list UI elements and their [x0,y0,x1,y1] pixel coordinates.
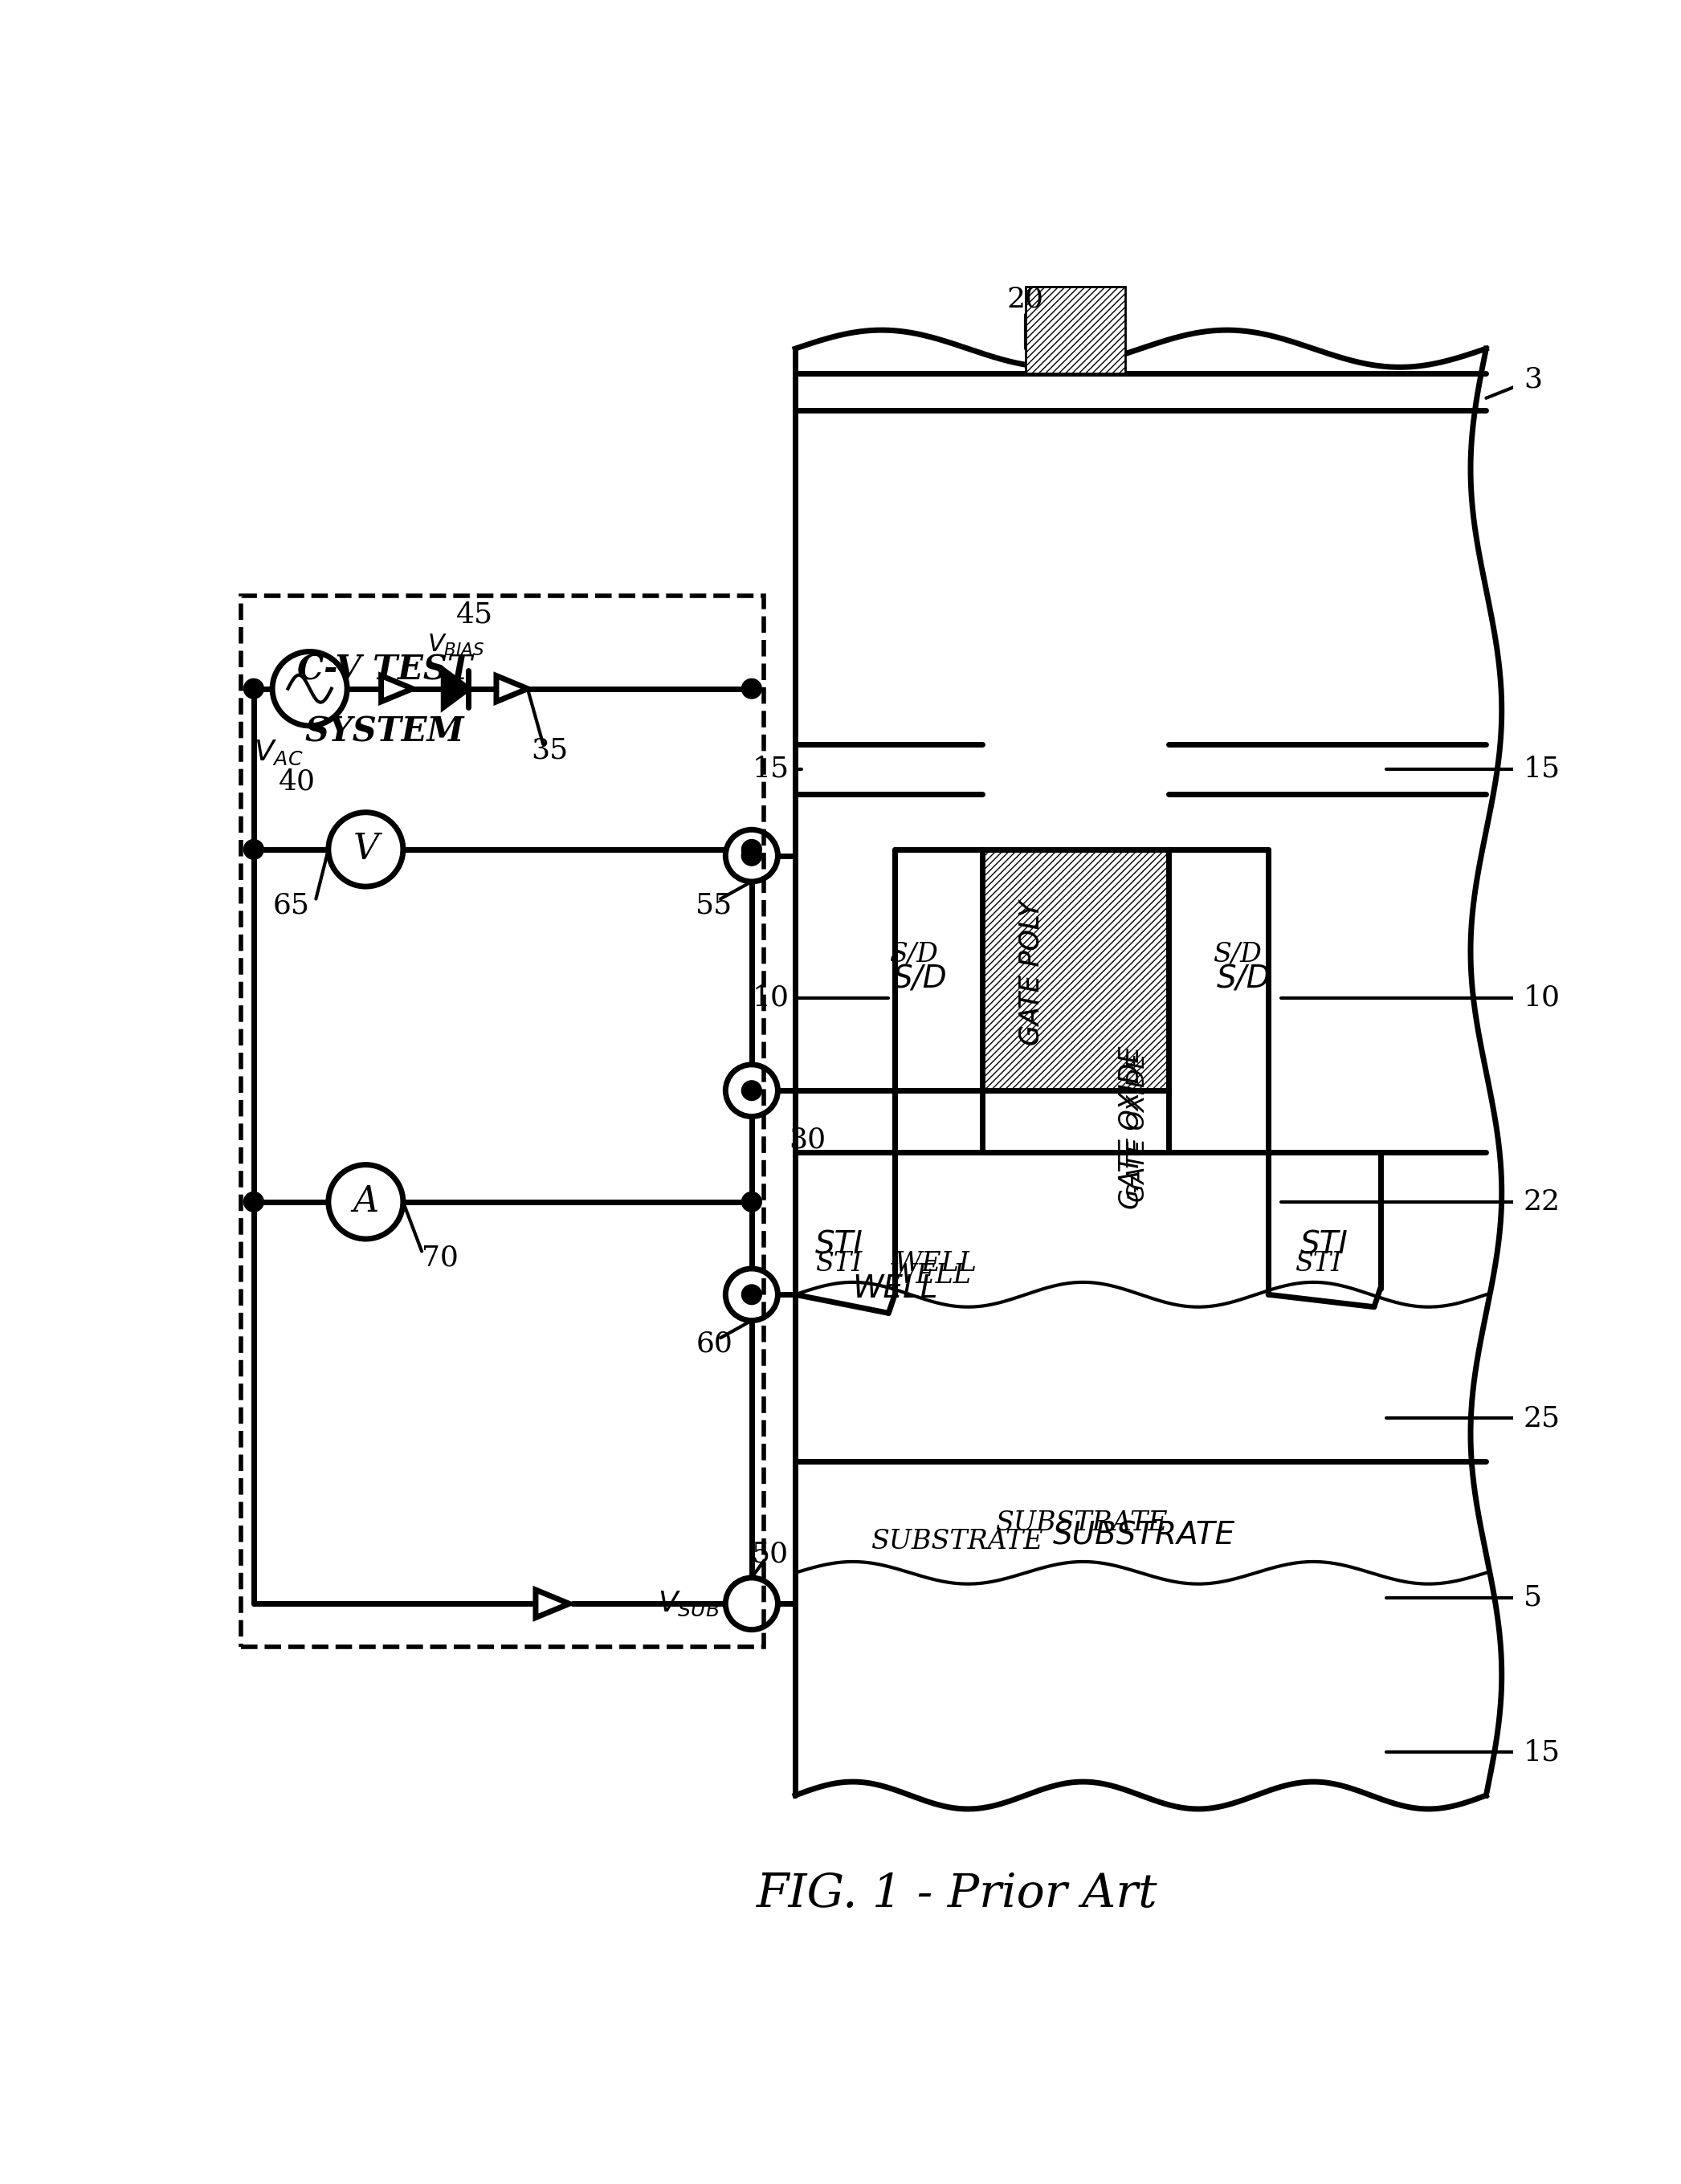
Circle shape [726,1269,778,1321]
Text: 20: 20 [1007,286,1044,312]
Circle shape [272,651,346,725]
Circle shape [741,679,761,699]
Text: A: A [353,1184,378,1219]
Text: WELL: WELL [852,1273,938,1304]
Text: GATE OXIDE: GATE OXIDE [1118,1046,1145,1210]
Text: $V_{BIAS}$: $V_{BIAS}$ [427,633,484,657]
Text: 35: 35 [531,736,568,764]
Text: 5: 5 [1523,1583,1541,1612]
Circle shape [741,1081,761,1101]
Circle shape [741,839,761,858]
Circle shape [328,812,403,887]
Text: 3: 3 [1523,367,1541,393]
Circle shape [328,1164,403,1238]
Bar [982,1090,1168,1153]
Circle shape [726,1577,778,1629]
Circle shape [741,845,761,865]
Text: C-V TEST: C-V TEST [298,653,472,688]
Text: S/D: S/D [889,941,938,968]
Text: $V_{SUB}$: $V_{SUB}$ [657,1590,719,1618]
Text: STI: STI [815,1230,862,1260]
Bar [982,850,1168,1090]
Circle shape [741,1192,761,1212]
Polygon shape [536,1590,570,1618]
Text: WELL: WELL [889,1262,972,1289]
Text: STI: STI [1301,1230,1348,1260]
Polygon shape [444,670,469,708]
Text: 50: 50 [751,1540,788,1568]
Text: 65: 65 [272,891,309,919]
Circle shape [244,839,264,858]
Text: V: V [353,832,378,867]
Circle shape [244,1192,264,1212]
Text: 45: 45 [456,601,493,629]
Text: GATE OXIDE: GATE OXIDE [1126,1053,1150,1201]
Text: 22: 22 [1523,1188,1560,1216]
Text: 15: 15 [1523,756,1560,782]
Text: S/D: S/D [893,963,946,994]
Circle shape [726,830,778,882]
Text: S/D: S/D [1217,963,1271,994]
Circle shape [726,1064,778,1116]
Text: STI: STI [1294,1251,1341,1275]
Polygon shape [382,675,412,701]
Text: 30: 30 [788,1127,825,1153]
Text: 15: 15 [751,756,788,782]
Text: STI: STI [815,1251,862,1275]
Text: 40: 40 [279,769,316,795]
Text: SUBSTRATE: SUBSTRATE [871,1529,1044,1555]
Text: WELL: WELL [894,1251,977,1275]
Text: 25: 25 [1523,1404,1560,1433]
Text: 10: 10 [1523,985,1560,1011]
Text: 10: 10 [751,985,788,1011]
Circle shape [741,1284,761,1304]
Bar [1025,286,1125,373]
Polygon shape [496,675,528,701]
Text: 15: 15 [1523,1738,1560,1765]
Text: 55: 55 [696,891,733,919]
Text: GATE POLY: GATE POLY [1019,900,1046,1046]
Text: SUBSTRATE: SUBSTRATE [995,1511,1168,1535]
Text: $V_{AC}$: $V_{AC}$ [254,738,303,767]
Text: GATE POLY: GATE POLY [1019,900,1046,1046]
Text: SYSTEM: SYSTEM [304,714,464,749]
Text: SUBSTRATE: SUBSTRATE [1052,1520,1236,1551]
Text: S/D: S/D [1212,941,1262,968]
Text: 70: 70 [422,1245,459,1271]
Circle shape [244,679,264,699]
Bar [242,596,765,1647]
Text: FIG. 1 - Prior Art: FIG. 1 - Prior Art [756,1872,1158,1918]
Text: 60: 60 [696,1330,733,1358]
Circle shape [741,845,761,865]
